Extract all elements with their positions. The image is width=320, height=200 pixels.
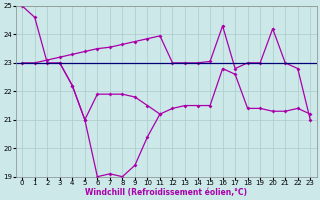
X-axis label: Windchill (Refroidissement éolien,°C): Windchill (Refroidissement éolien,°C) <box>85 188 247 197</box>
